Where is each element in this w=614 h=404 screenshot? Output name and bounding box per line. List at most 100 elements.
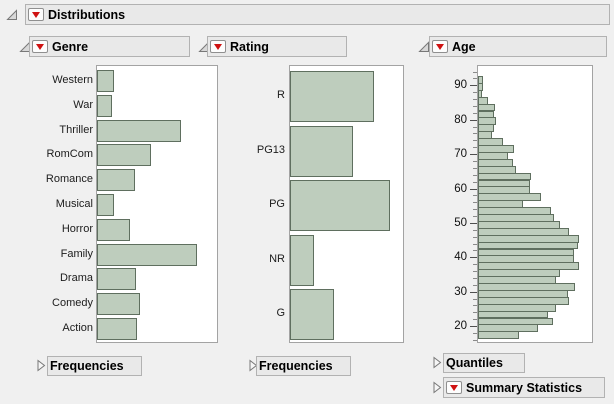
axis-tick-label-40: 40 bbox=[454, 251, 467, 264]
axis-minor-tick bbox=[473, 333, 477, 334]
outline-node-frequencies-genre: Frequencies bbox=[47, 356, 142, 376]
histogram-bar-War[interactable] bbox=[97, 94, 112, 117]
panel-header-genre: Genre bbox=[29, 36, 190, 57]
axis-minor-tick bbox=[473, 312, 477, 314]
axis-minor-tick bbox=[473, 216, 477, 218]
disclosure-collapsed-icon[interactable] bbox=[432, 356, 444, 369]
disclosure-open-icon[interactable] bbox=[418, 41, 430, 53]
rating-chart: R PG13 PG NR G bbox=[199, 65, 405, 343]
axis-minor-tick bbox=[473, 209, 477, 211]
axis-minor-tick bbox=[473, 167, 477, 169]
axis-minor-tick bbox=[473, 298, 477, 300]
axis-minor-tick bbox=[473, 250, 477, 252]
panel-header-rating: Rating bbox=[207, 36, 347, 57]
category-label-G: G bbox=[276, 307, 285, 320]
axis-major-tick bbox=[470, 188, 477, 190]
axis-minor-tick bbox=[473, 271, 477, 273]
histogram-bar-Comedy[interactable] bbox=[97, 293, 141, 316]
category-label-War: War bbox=[73, 98, 93, 111]
axis-minor-tick bbox=[473, 305, 477, 307]
red-triangle-menu-button[interactable] bbox=[210, 40, 226, 53]
axis-minor-tick bbox=[473, 147, 477, 149]
red-triangle-menu-button[interactable] bbox=[28, 8, 44, 21]
outline-node-label: Frequencies bbox=[50, 359, 124, 373]
disclosure-open-icon[interactable] bbox=[6, 9, 18, 21]
histogram-bar-RomCom[interactable] bbox=[97, 144, 151, 167]
axis-minor-tick bbox=[473, 105, 477, 107]
axis-major-tick bbox=[470, 257, 477, 259]
axis-major-tick bbox=[470, 222, 477, 224]
histogram-bar-PG13[interactable] bbox=[290, 125, 354, 177]
disclosure-collapsed-icon[interactable] bbox=[248, 359, 260, 372]
histogram-bar-PG[interactable] bbox=[290, 180, 390, 232]
axis-minor-tick bbox=[473, 140, 477, 142]
genre-plot bbox=[96, 65, 218, 343]
outline-node-frequencies-rating: Frequencies bbox=[256, 356, 351, 376]
category-label-Romance: Romance bbox=[45, 173, 93, 186]
axis-minor-tick bbox=[473, 99, 477, 101]
histogram-bar-Western[interactable] bbox=[97, 70, 114, 92]
histogram-bar-Drama[interactable] bbox=[97, 268, 136, 291]
panel-title-genre: Genre bbox=[52, 39, 89, 54]
rating-plot bbox=[289, 65, 404, 343]
axis-minor-tick bbox=[473, 264, 477, 266]
axis-major-tick bbox=[470, 154, 477, 156]
axis-minor-tick bbox=[473, 339, 477, 341]
axis-tick-label-30: 30 bbox=[454, 285, 467, 298]
axis-minor-tick bbox=[473, 195, 477, 197]
category-label-Western: Western bbox=[52, 74, 93, 86]
red-triangle-icon bbox=[450, 384, 458, 391]
red-triangle-menu-button[interactable] bbox=[432, 40, 448, 53]
category-label-Musical: Musical bbox=[55, 198, 93, 210]
axis-tick-label-60: 60 bbox=[454, 182, 467, 195]
histogram-bar-NR[interactable] bbox=[290, 234, 314, 286]
category-label-PG13: PG13 bbox=[256, 143, 285, 156]
category-label-RomCom: RomCom bbox=[46, 148, 93, 161]
red-triangle-menu-button[interactable] bbox=[32, 40, 48, 53]
outline-node-label: Quantiles bbox=[446, 356, 503, 370]
age-plot bbox=[477, 65, 593, 343]
outline-node-quantiles: Quantiles bbox=[443, 353, 525, 373]
genre-category-axis: Western War Thriller RomCom Romance Musical Ho… bbox=[18, 65, 95, 343]
histogram-bar-Thriller[interactable] bbox=[97, 119, 181, 142]
category-label-PG: PG bbox=[269, 198, 285, 211]
axis-minor-tick bbox=[473, 277, 477, 279]
red-triangle-icon bbox=[36, 43, 44, 50]
histogram-bar-Romance[interactable] bbox=[97, 169, 136, 192]
axis-tick-label-70: 70 bbox=[454, 148, 467, 161]
histogram-bar-Action[interactable] bbox=[97, 318, 137, 340]
axis-minor-tick bbox=[473, 92, 477, 94]
histogram-bar-Musical[interactable] bbox=[97, 194, 114, 216]
age-value-axis: 90 80 70 60 50 40 30 20 bbox=[419, 65, 477, 343]
age-histogram-bar[interactable] bbox=[478, 331, 520, 340]
axis-tick-label-80: 80 bbox=[454, 113, 467, 126]
category-label-R: R bbox=[277, 89, 285, 101]
axis-tick-label-90: 90 bbox=[454, 79, 467, 92]
rating-category-axis: R PG13 PG NR G bbox=[199, 65, 287, 343]
axis-minor-tick bbox=[473, 284, 477, 286]
histogram-bar-Family[interactable] bbox=[97, 243, 198, 266]
histogram-bar-R[interactable] bbox=[290, 71, 374, 122]
axis-tick-label-50: 50 bbox=[454, 216, 467, 229]
axis-minor-tick bbox=[473, 181, 477, 183]
category-label-Family: Family bbox=[60, 247, 93, 260]
category-label-Drama: Drama bbox=[59, 272, 93, 285]
axis-major-tick bbox=[470, 85, 477, 87]
axis-minor-tick bbox=[473, 229, 477, 231]
panel-header-age: Age bbox=[429, 36, 607, 57]
axis-minor-tick bbox=[473, 126, 477, 128]
red-triangle-menu-button[interactable] bbox=[446, 381, 462, 394]
axis-minor-tick bbox=[473, 236, 477, 238]
outline-node-summary-statistics: Summary Statistics bbox=[443, 377, 605, 398]
axis-minor-tick bbox=[473, 133, 477, 135]
panel-title-age: Age bbox=[452, 39, 476, 54]
axis-tick-label-20: 20 bbox=[454, 320, 467, 333]
axis-major-tick bbox=[470, 119, 477, 121]
disclosure-collapsed-icon[interactable] bbox=[432, 381, 444, 394]
report-title-bar: Distributions bbox=[25, 4, 610, 25]
red-triangle-icon bbox=[214, 43, 222, 50]
histogram-bar-G[interactable] bbox=[290, 289, 335, 341]
histogram-bar-Horror[interactable] bbox=[97, 218, 130, 241]
axis-minor-tick bbox=[473, 112, 477, 114]
disclosure-collapsed-icon[interactable] bbox=[36, 359, 48, 372]
